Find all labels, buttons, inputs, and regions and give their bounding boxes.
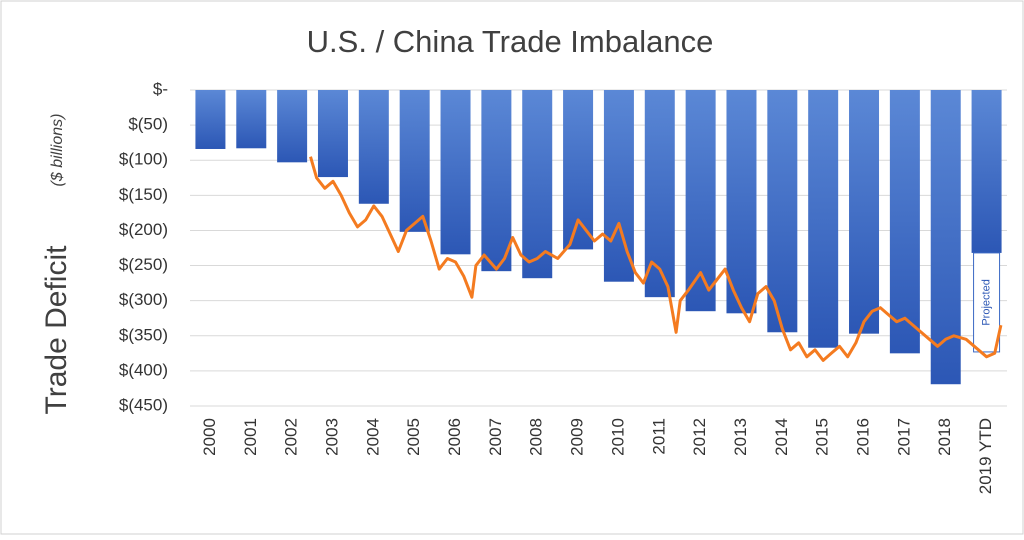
y-tick-label: $(350) <box>119 325 168 344</box>
bar <box>440 90 471 255</box>
bar <box>277 90 308 163</box>
bar <box>399 90 430 232</box>
y-axis-title: Trade Deficit <box>40 245 73 415</box>
y-tick-label: $(100) <box>119 150 168 169</box>
x-tick-label: 2005 <box>404 418 423 456</box>
x-tick-label: 2003 <box>322 418 341 456</box>
x-tick-label: 2002 <box>282 418 301 456</box>
bar <box>236 90 267 149</box>
x-tick-label: 2007 <box>486 418 505 456</box>
bar <box>685 90 716 312</box>
x-tick-label: 2008 <box>527 418 546 456</box>
x-tick-label: 2013 <box>731 418 750 456</box>
bar <box>726 90 757 314</box>
y-tick-label: $(300) <box>119 290 168 309</box>
bar <box>522 90 553 279</box>
bar <box>195 90 226 149</box>
projected-box <box>973 252 1001 353</box>
chart-title: U.S. / China Trade Imbalance <box>307 24 714 59</box>
bar <box>317 90 348 178</box>
y-tick-label: $- <box>153 79 168 98</box>
bar <box>563 90 594 250</box>
x-tick-label: 2014 <box>772 418 791 456</box>
x-tick-label: 2012 <box>690 418 709 456</box>
bar <box>808 90 839 348</box>
bar <box>481 90 512 272</box>
y-axis-units: ($ billions) <box>49 114 66 187</box>
x-tick-label: 2004 <box>363 418 382 456</box>
y-tick-label: $(50) <box>128 115 168 134</box>
bar <box>358 90 389 204</box>
x-tick-label: 2009 <box>568 418 587 456</box>
x-tick-label: 2015 <box>813 418 832 456</box>
projected-label: Projected <box>980 279 992 325</box>
trend-line <box>309 156 1003 362</box>
x-tick-label: 2000 <box>200 418 219 456</box>
plot-area: $- $(50) $(100) $(150) $(200) $(250) $(300) $(3… <box>119 79 1007 494</box>
y-tick-label: $(150) <box>119 185 168 204</box>
bar <box>889 90 920 354</box>
y-tick-label: $(250) <box>119 255 168 274</box>
bar <box>849 90 880 334</box>
x-tick-label: 2016 <box>854 418 873 456</box>
y-tick-label: $(450) <box>119 395 168 414</box>
y-tick-label: $(400) <box>119 360 168 379</box>
x-tick-label: 2018 <box>935 418 954 456</box>
x-tick-label: 2019 YTD <box>976 418 995 494</box>
x-tick-label: 2006 <box>445 418 464 456</box>
x-tick-label: 2017 <box>894 418 913 456</box>
bar <box>603 90 634 282</box>
x-tick-label: 2001 <box>241 418 260 456</box>
bar <box>767 90 798 333</box>
x-tick-label: 2010 <box>608 418 627 456</box>
bar <box>971 90 1002 253</box>
x-tick-label: 2011 <box>649 418 668 455</box>
y-tick-label: $(200) <box>119 220 168 239</box>
